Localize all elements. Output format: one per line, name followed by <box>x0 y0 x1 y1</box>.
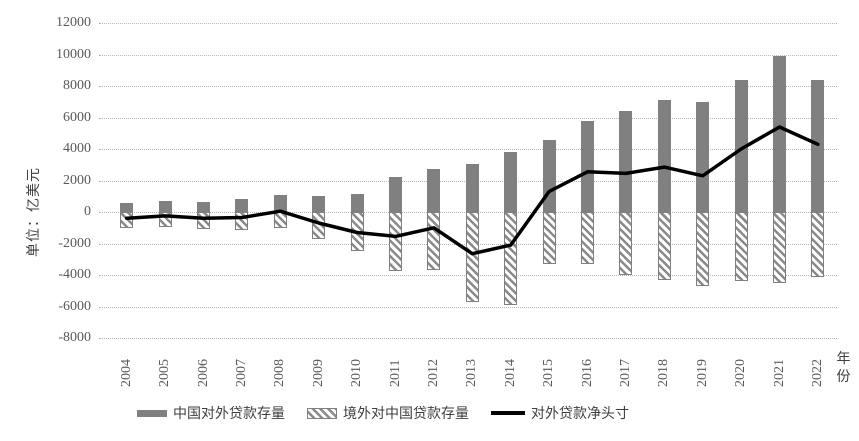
x-tick-label-2021: 2021 <box>771 359 787 387</box>
bar-china-outbound-2017 <box>619 111 633 212</box>
y-tick-label: -6000 <box>58 298 91 314</box>
y-tick-label: 12000 <box>56 15 91 30</box>
bar-china-outbound-2021 <box>773 56 786 212</box>
gridline-8000 <box>99 86 837 87</box>
x-tick-label-2010: 2010 <box>349 359 365 387</box>
x-tick-label-2013: 2013 <box>464 359 480 387</box>
bar-china-outbound-2010 <box>350 193 364 212</box>
bar-foreign-to-china-2019 <box>696 212 710 287</box>
hatched-bar-swatch-icon <box>307 407 337 419</box>
x-tick-label-2009: 2009 <box>310 359 326 387</box>
bar-foreign-to-china-2006 <box>197 212 210 229</box>
x-tick-label-2015: 2015 <box>541 359 557 387</box>
x-tick-label-2018: 2018 <box>656 359 672 387</box>
bar-foreign-to-china-2018 <box>657 212 671 280</box>
bar-china-outbound-2020 <box>734 79 748 212</box>
net-position-line <box>124 125 820 256</box>
y-tick-label: -8000 <box>58 330 91 345</box>
legend-item-foreign-to-china: 境外对中国贷款存量 <box>307 403 469 423</box>
x-tick-label-2022: 2022 <box>809 359 825 387</box>
y-axis-unit-label: 单位：亿美元 <box>27 167 42 257</box>
bar-china-outbound-2006 <box>197 201 210 212</box>
bar-foreign-to-china-2016 <box>581 212 594 264</box>
x-tick-label-2019: 2019 <box>694 359 710 387</box>
bar-china-outbound-2004 <box>120 202 134 212</box>
x-tick-label-2012: 2012 <box>425 359 441 387</box>
bar-china-outbound-2011 <box>389 177 402 212</box>
y-tick-label: 10000 <box>56 46 91 62</box>
y-tick-label: 8000 <box>63 78 91 93</box>
bar-china-outbound-2008 <box>273 195 287 212</box>
bar-foreign-to-china-2021 <box>773 212 786 283</box>
x-tick-label-2006: 2006 <box>195 359 211 387</box>
bar-foreign-to-china-2014 <box>504 212 518 305</box>
bar-china-outbound-2009 <box>312 196 326 212</box>
bar-china-outbound-2007 <box>235 199 249 212</box>
bar-foreign-to-china-2012 <box>427 212 441 271</box>
gridline-10000 <box>99 54 837 56</box>
y-tick-label: 6000 <box>63 109 91 125</box>
x-axis-title: 年份 <box>836 352 851 386</box>
line-swatch-icon <box>491 411 525 415</box>
legend-item-net-position: 对外贷款净头寸 <box>491 403 629 423</box>
x-tick-label-2005: 2005 <box>157 359 173 387</box>
bar-china-outbound-2013 <box>465 163 479 212</box>
x-tick-label-2016: 2016 <box>579 359 595 387</box>
bar-china-outbound-2018 <box>657 100 671 212</box>
legend-item-china-outbound: 中国对外贷款存量 <box>137 403 285 423</box>
x-tick-label-2020: 2020 <box>733 359 749 387</box>
bar-foreign-to-china-2015 <box>542 212 556 264</box>
bar-china-outbound-2005 <box>158 200 172 212</box>
x-tick-label-2007: 2007 <box>233 359 249 387</box>
bar-foreign-to-china-2020 <box>734 212 748 282</box>
y-tick-label: -4000 <box>58 267 91 282</box>
gridline-6000 <box>99 117 837 119</box>
bar-china-outbound-2014 <box>504 152 518 212</box>
gridline--8000 <box>99 338 837 339</box>
bar-foreign-to-china-2013 <box>465 212 479 302</box>
x-tick-label-2004: 2004 <box>118 359 134 387</box>
bar-foreign-to-china-2017 <box>619 212 633 275</box>
x-tick-label-2014: 2014 <box>502 359 518 387</box>
legend-label-china-outbound: 中国对外贷款存量 <box>173 407 285 422</box>
bar-foreign-to-china-2011 <box>389 212 402 272</box>
x-tick-label-2011: 2011 <box>387 359 403 387</box>
legend-label-foreign-to-china: 境外对中国贷款存量 <box>343 407 469 422</box>
x-tick-label-2017: 2017 <box>617 359 633 387</box>
bar-china-outbound-2012 <box>427 169 441 212</box>
gridline-12000 <box>99 23 837 24</box>
gridline-4000 <box>99 149 837 150</box>
plot-area <box>99 23 837 339</box>
y-tick-label: 4000 <box>63 141 91 156</box>
legend: 中国对外贷款存量 境外对中国贷款存量 对外贷款净头寸 <box>137 403 629 423</box>
bar-foreign-to-china-2022 <box>811 212 825 277</box>
legend-label-net-position: 对外贷款净头寸 <box>531 407 629 422</box>
bar-china-outbound-2019 <box>696 101 710 212</box>
gridline--6000 <box>99 306 837 308</box>
solid-bar-swatch-icon <box>137 409 167 417</box>
bar-china-outbound-2016 <box>581 120 594 212</box>
x-tick-label-2008: 2008 <box>272 359 288 387</box>
